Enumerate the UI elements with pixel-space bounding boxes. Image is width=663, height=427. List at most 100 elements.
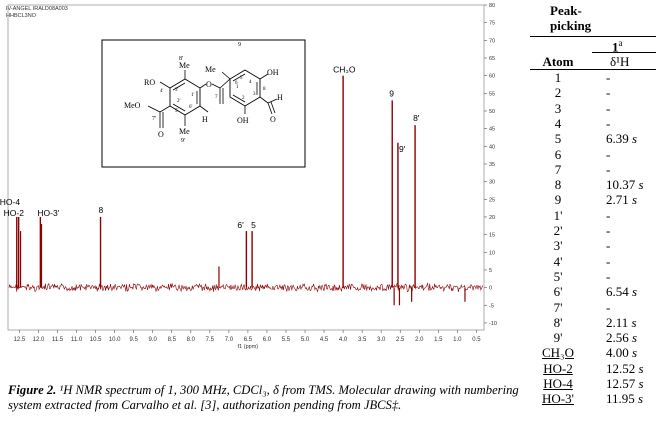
x-tick-label: 5.0 — [301, 337, 310, 343]
y-tick-label: -10 — [489, 321, 497, 327]
peak-label: HO-2 — [4, 208, 25, 218]
mol-oh-bottom: OH — [237, 116, 249, 125]
shift-multiplicity: s — [632, 284, 638, 300]
shift-value: 10.37 — [606, 177, 636, 193]
table-cell-atom: 6 — [554, 146, 562, 162]
mol-o-carbonyl: O — [206, 80, 212, 89]
peak-picking-table: Peak-picking 1a Atom δ¹H 1- 2- 3- 4- 5 6.… — [522, 0, 663, 427]
y-tick-label: 65 — [489, 56, 495, 62]
y-tick-label: 60 — [489, 74, 495, 80]
shift-value: 11.95 — [606, 391, 635, 407]
table-row: HO-3' 11.95 s — [522, 391, 663, 406]
table-cell-atom: 4' — [553, 253, 563, 269]
x-tick-label: 10.0 — [109, 337, 121, 343]
mol-h-left: H — [202, 115, 208, 124]
table-rule-sub — [592, 52, 656, 53]
x-tick-label: 5.5 — [282, 337, 291, 343]
peak-label: CH₃O — [333, 65, 356, 75]
mol-o-ester: O — [158, 130, 164, 139]
y-tick-label: 45 — [489, 127, 495, 133]
shift-value: - — [606, 85, 611, 101]
mol-atom-number: 4' — [160, 89, 164, 94]
shift-value: - — [606, 70, 611, 85]
shift-multiplicity: s — [638, 391, 644, 407]
table-row: 3- — [522, 101, 663, 116]
table-cell-shift: - — [606, 238, 610, 254]
table-cell-shift: - — [606, 162, 610, 178]
shift-multiplicity: s — [632, 330, 638, 346]
mol-me-9: Me — [205, 65, 216, 74]
peak-label: 8 — [99, 205, 104, 215]
table-cell-atom: 9' — [553, 330, 563, 346]
col-header-shift: δ¹H — [610, 54, 630, 69]
x-tick-label: 7.5 — [206, 337, 215, 343]
table-cell-atom: 9 — [554, 192, 562, 208]
table-cell-atom: 2' — [553, 223, 563, 238]
molecule-inset: Me 8' RO MeO 7' O H Me 9' Me 9 O OH OH H… — [101, 39, 306, 168]
table-row: 2- — [522, 85, 663, 100]
y-tick-label: 35 — [489, 162, 495, 168]
table-rule-top — [530, 36, 656, 37]
table-rule-head — [530, 69, 656, 70]
mol-atom-number: 1 — [236, 85, 239, 90]
x-tick-label: 11.5 — [52, 337, 64, 343]
peak-label: 9' — [399, 144, 406, 154]
table-cell-shift: 12.52 s — [606, 361, 644, 377]
y-tick-label: 75 — [489, 21, 495, 27]
x-tick-label: 7.0 — [225, 337, 234, 343]
shift-value: 6.39 — [606, 131, 629, 147]
x-tick-label: 10.5 — [90, 337, 102, 343]
table-cell-shift: 11.95 s — [606, 391, 643, 407]
table-cell-atom: 8 — [554, 177, 562, 193]
table-cell-atom: 8' — [553, 314, 563, 330]
shift-value: - — [606, 146, 611, 162]
table-row: 8' 2.11 s — [522, 315, 663, 330]
x-tick-label: 12.5 — [14, 337, 26, 343]
compound-number: 1 — [612, 39, 619, 55]
peak-label: 8' — [413, 113, 420, 123]
shift-value: 12.52 — [606, 360, 636, 376]
table-row: 9' 2.56 s — [522, 330, 663, 345]
table-cell-shift: - — [606, 254, 610, 270]
table-row: 6' 6.54 s — [522, 284, 663, 299]
compound-sup: a — [618, 38, 623, 48]
table-cell-atom: 3' — [553, 238, 563, 254]
mol-atom-number: 7 — [215, 95, 218, 100]
y-tick-label: 25 — [489, 197, 495, 203]
mol-h-aldehyde: H — [277, 93, 283, 102]
spectrum-header-line-1: IV-ANGEL IRALD08A003 — [6, 6, 68, 12]
shift-value: 2.71 — [606, 192, 629, 208]
table-cell-shift: 2.56 s — [606, 330, 637, 346]
table-row: 8 10.37 s — [522, 177, 663, 192]
table-cell-atom: 3 — [554, 100, 562, 116]
table-cell-atom: 2 — [554, 85, 562, 101]
x-tick-label: 12.0 — [33, 337, 45, 343]
x-tick-label: 6.5 — [244, 337, 253, 343]
shift-value: - — [606, 207, 611, 223]
x-tick-label: 2.5 — [396, 337, 405, 343]
nmr-spectrum-figure: IV-ANGEL IRALD08A003 HHBCL3NO 12.5 12.0 11… — [0, 3, 497, 350]
x-tick-label: 4.0 — [339, 337, 348, 343]
shift-value: - — [606, 238, 611, 254]
mol-oh-right: OH — [267, 68, 279, 77]
y-tick-label: 20 — [489, 215, 495, 221]
table-cell-shift: - — [606, 223, 610, 239]
table-row: 4- — [522, 116, 663, 131]
table-row: HO-4 12.57 s — [522, 376, 663, 391]
table-cell-atom: 7' — [553, 299, 563, 315]
x-tick-label: 1.0 — [453, 337, 462, 343]
table-cell-shift: 2.71 s — [606, 192, 637, 208]
table-cell-shift: - — [606, 147, 610, 163]
x-tick-label: 9.0 — [149, 337, 158, 343]
table-row: 7' - — [522, 300, 663, 315]
shift-multiplicity: s — [632, 192, 638, 208]
x-axis-label: f1 (ppm) — [238, 344, 259, 350]
table-title: Peak-picking — [550, 3, 592, 33]
x-tick-label: 2.0 — [415, 337, 424, 343]
table-row: 3' - — [522, 238, 663, 253]
table-row: 1- — [522, 70, 663, 85]
table-cell-shift: - — [606, 300, 610, 316]
shift-value: - — [606, 223, 611, 238]
spectrum-header-line-2: HHBCL3NO — [6, 13, 37, 19]
table-cell-atom: 1 — [554, 70, 562, 85]
